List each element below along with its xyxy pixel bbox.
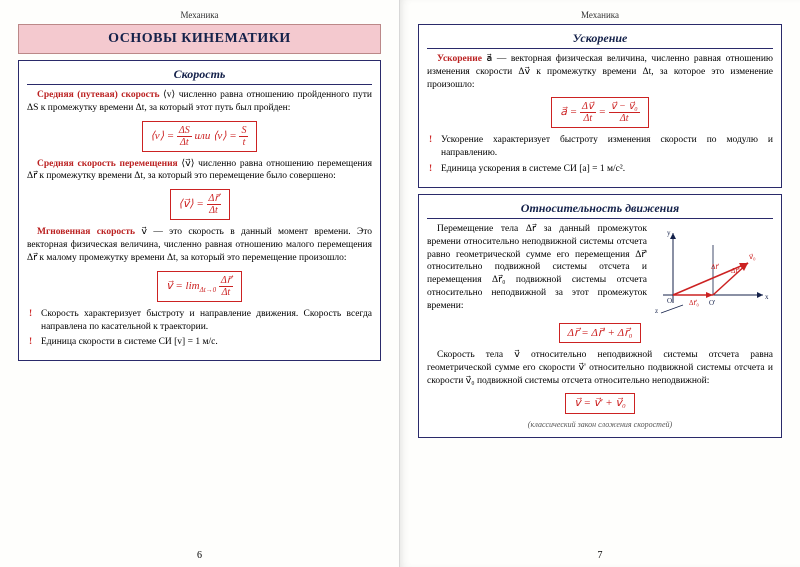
formula-instant: v⃗ = limΔt→0 Δr⃗Δt: [27, 269, 372, 304]
vector-diagram: x y z O O' Δr⃗₀ Δr⃗' Δr⃗ v⃗₀: [653, 225, 773, 315]
card-acceleration: Ускорение Ускорение a⃗ — векторная физич…: [418, 24, 782, 188]
svg-text:Δr⃗₀: Δr⃗₀: [689, 299, 699, 307]
card-title-rel: Относительность движения: [427, 201, 773, 219]
svg-text:Δr⃗': Δr⃗': [731, 267, 740, 275]
term-accel: Ускорение: [437, 54, 482, 64]
term-instant: Мгновенная скорость: [37, 227, 135, 237]
bullet-speed-2: Единица скорости в системе СИ [v] = 1 м/…: [27, 336, 372, 349]
card-relativity: Относительность движения x: [418, 194, 782, 438]
svg-text:x: x: [765, 293, 769, 301]
header-right: Механика: [418, 10, 782, 20]
header-left: Механика: [18, 10, 381, 20]
svg-text:O': O': [709, 299, 715, 307]
para-rel-2: Скорость тела v⃗ относительно неподвижно…: [427, 349, 773, 387]
svg-text:z: z: [655, 307, 658, 315]
page-spread: Механика ОСНОВЫ КИНЕМАТИКИ Скорость Сред…: [0, 0, 800, 567]
formula-rel-2: v⃗ = v⃗' + v⃗₀: [427, 391, 773, 415]
page-number-right: 7: [400, 550, 800, 561]
card-title-accel: Ускорение: [427, 31, 773, 49]
term-avg-disp: Средняя скорость перемещения: [37, 159, 178, 169]
para-avg-path: Средняя (путевая) скорость ⟨v⟩ численно …: [27, 89, 372, 115]
bullet-accel-2: Единица ускорения в системе СИ [a] = 1 м…: [427, 163, 773, 176]
page-right: Механика Ускорение Ускорение a⃗ — вектор…: [400, 0, 800, 567]
svg-text:Δr⃗: Δr⃗: [711, 263, 719, 271]
bullet-accel-1: Ускорение характеризует быстроту изменен…: [427, 134, 773, 160]
page-number-left: 6: [0, 550, 399, 561]
para-accel: Ускорение a⃗ — векторная физическая вели…: [427, 53, 773, 91]
formula-accel: a⃗ = Δv⃗Δt = v⃗ − v⃗₀Δt: [427, 95, 773, 130]
formula-rel-1: Δr⃗ = Δr⃗' + Δr⃗₀: [427, 321, 773, 345]
main-title: ОСНОВЫ КИНЕМАТИКИ: [18, 24, 381, 54]
term-avg-path: Средняя (путевая) скорость: [37, 90, 160, 100]
formula-avg-path: ⟨v⟩ = ΔSΔt или ⟨v⟩ = St: [27, 119, 372, 154]
para-avg-disp: Средняя скорость перемещения ⟨v⃗⟩ числен…: [27, 158, 372, 184]
page-left: Механика ОСНОВЫ КИНЕМАТИКИ Скорость Сред…: [0, 0, 400, 567]
svg-text:O: O: [667, 297, 672, 305]
svg-text:v⃗₀: v⃗₀: [749, 253, 756, 261]
card-title-speed: Скорость: [27, 67, 372, 85]
card-speed: Скорость Средняя (путевая) скорость ⟨v⟩ …: [18, 60, 381, 361]
formula-avg-disp: ⟨v⃗⟩ = Δr⃗Δt: [27, 187, 372, 222]
para-instant: Мгновенная скорость v⃗ — это скорость в …: [27, 226, 372, 264]
bullet-speed-1: Скорость характеризует быстроту и направ…: [27, 308, 372, 334]
svg-text:y: y: [667, 229, 671, 237]
note-rel: (классический закон сложения скоростей): [427, 420, 773, 429]
